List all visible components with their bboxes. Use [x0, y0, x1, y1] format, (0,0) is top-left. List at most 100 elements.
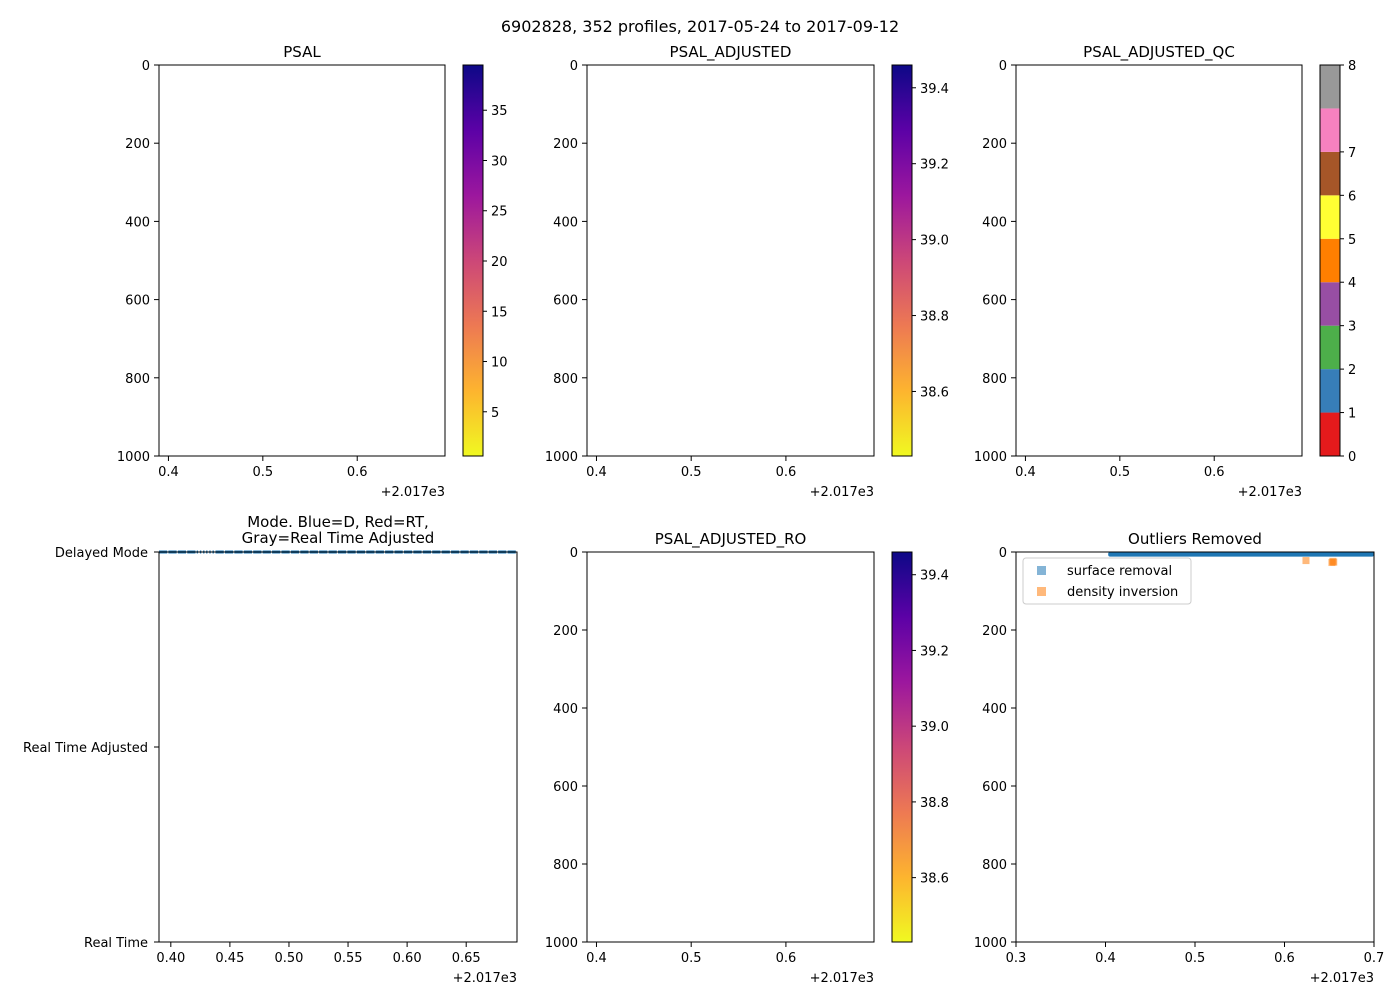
y-tick-label: 600	[553, 294, 578, 309]
colorbar: 38.6 38.8 39.0 39.2 39.4	[891, 551, 949, 943]
legend-label: density inversion	[1067, 585, 1178, 600]
axes-frame	[586, 551, 875, 943]
panel-title: PSAL_ADJUSTED_RO	[655, 530, 807, 549]
x-tick-label: 0.6	[776, 951, 797, 966]
panel-mode: Mode. Blue=D, Red=RT,Gray=Real Time Adju…	[23, 513, 518, 986]
colorbar-tick-label: 2	[1348, 363, 1356, 378]
y-tick-label: 0	[999, 59, 1007, 74]
panel-psal-adjusted-ro: PSAL_ADJUSTED_RO 0.4 0.5 0.6 +2.017e3 0 200 400…	[545, 530, 949, 986]
colorbar-gradient	[463, 65, 483, 456]
colorbar-tick-label: 38.6	[920, 872, 949, 887]
panel-title: PSAL	[283, 43, 321, 61]
y-tick-label: 0	[999, 546, 1007, 561]
colorbar-bin	[1320, 412, 1340, 456]
y-tick-label: 400	[553, 215, 578, 230]
x-tick-label: 0.40	[156, 951, 185, 966]
colorbar-frame	[891, 64, 913, 457]
colorbar-tick-label: 39.4	[920, 569, 949, 584]
y-tick-label: 400	[553, 702, 578, 717]
x-offset-label: +2.017e3	[453, 971, 517, 986]
colorbar-gradient	[892, 552, 912, 942]
colorbar-tick-label: 35	[491, 104, 508, 119]
x-tick-label: 0.6	[1274, 951, 1295, 966]
y-tick-label: 1000	[545, 450, 578, 465]
y-tick-label: 600	[982, 294, 1007, 309]
y-tick-label: 800	[125, 372, 150, 387]
y-tick-label: 400	[982, 702, 1007, 717]
colorbar-frame	[891, 551, 913, 943]
y-tick-label: 200	[553, 137, 578, 152]
colorbar-bin	[1320, 282, 1340, 326]
legend: surface removal density inversion	[1022, 557, 1192, 605]
axes-frame	[158, 64, 446, 457]
colorbar: 38.6 38.8 39.0 39.2 39.4	[891, 64, 949, 457]
legend-label: surface removal	[1067, 564, 1172, 579]
y-tick-label: 1000	[974, 936, 1007, 951]
y-tick-label: 800	[982, 372, 1007, 387]
panel-title: Mode. Blue=D, Red=RT,	[247, 513, 429, 531]
colorbar-tick-label: 0	[1348, 450, 1356, 465]
colorbar-tick-label: 39.2	[920, 644, 949, 659]
colorbar-tick-label: 4	[1348, 276, 1356, 291]
legend-box	[1022, 557, 1192, 605]
axes-frame	[1015, 551, 1375, 943]
colorbar-tick-label: 5	[491, 406, 499, 421]
panel-title: Outliers Removed	[1128, 530, 1262, 548]
x-offset-label: +2.017e3	[1238, 485, 1302, 500]
axes-frame	[158, 551, 518, 943]
axes-frame	[586, 64, 875, 457]
x-tick-label: 0.50	[274, 951, 303, 966]
colorbar-frame	[462, 64, 484, 457]
figure-title: 6902828, 352 profiles, 2017-05-24 to 201…	[501, 17, 899, 36]
colorbar-bin	[1320, 195, 1340, 239]
surface-removal-marker	[1108, 552, 1374, 557]
x-tick-label: 0.5	[252, 465, 273, 480]
legend-swatch	[1037, 566, 1046, 575]
x-tick-label: 0.4	[158, 465, 179, 480]
panel-title: PSAL_ADJUSTED	[670, 43, 792, 62]
colorbar-tick-label: 38.8	[920, 796, 949, 811]
panel-title: PSAL_ADJUSTED_QC	[1083, 43, 1235, 62]
x-tick-label: 0.5	[681, 951, 702, 966]
y-tick-label: 600	[553, 780, 578, 795]
x-tick-label: 0.5	[681, 465, 702, 480]
colorbar-tick-label: 1	[1348, 407, 1356, 422]
colorbar-bin	[1320, 325, 1340, 370]
y-tick-label: 600	[982, 780, 1007, 795]
y-tick-label: 200	[125, 137, 150, 152]
colorbar-bin	[1320, 238, 1340, 283]
y-tick-label: Delayed Mode	[55, 546, 148, 561]
colorbar-frame	[1319, 64, 1341, 457]
y-tick-label: 1000	[117, 450, 150, 465]
panel-psal: PSAL 0.4 0.5 0.6 +2.017e3 0 200 400 600 800 1000 5 1…	[117, 43, 508, 500]
colorbar-bin	[1320, 65, 1340, 109]
panel-psal-adjusted: PSAL_ADJUSTED 0.4 0.5 0.6 +2.017e3 0 200 400 600…	[545, 43, 949, 500]
x-tick-label: 0.4	[1015, 465, 1036, 480]
y-tick-label: 200	[553, 624, 578, 639]
y-tick-label: 800	[982, 858, 1007, 873]
y-tick-label: Real Time	[84, 936, 148, 951]
colorbar-bin	[1320, 151, 1340, 196]
x-offset-label: +2.017e3	[810, 971, 874, 986]
x-tick-label: 0.6	[776, 465, 797, 480]
x-offset-label: +2.017e3	[1310, 971, 1374, 986]
colorbar-tick-label: 8	[1348, 59, 1356, 74]
legend-swatch	[1037, 587, 1046, 596]
colorbar-tick-label: 25	[491, 205, 508, 220]
colorbar-tick-label: 6	[1348, 189, 1356, 204]
colorbar-tick-label: 38.8	[920, 310, 949, 325]
x-tick-label: 0.65	[452, 951, 481, 966]
x-offset-label: +2.017e3	[810, 485, 874, 500]
colorbar: 0 1 2 3 4 5 6 7 8	[1319, 59, 1356, 465]
density-inversion-marker	[1328, 559, 1336, 567]
y-tick-label: 800	[553, 372, 578, 387]
y-tick-label: Real Time Adjusted	[23, 741, 148, 756]
colorbar-tick-label: 38.6	[920, 385, 949, 400]
y-tick-label: 1000	[545, 936, 578, 951]
x-tick-label: 0.5	[1109, 465, 1130, 480]
y-tick-label: 200	[982, 137, 1007, 152]
colorbar-tick-label: 20	[491, 255, 508, 270]
x-tick-label: 0.4	[586, 465, 607, 480]
y-tick-label: 0	[142, 59, 150, 74]
